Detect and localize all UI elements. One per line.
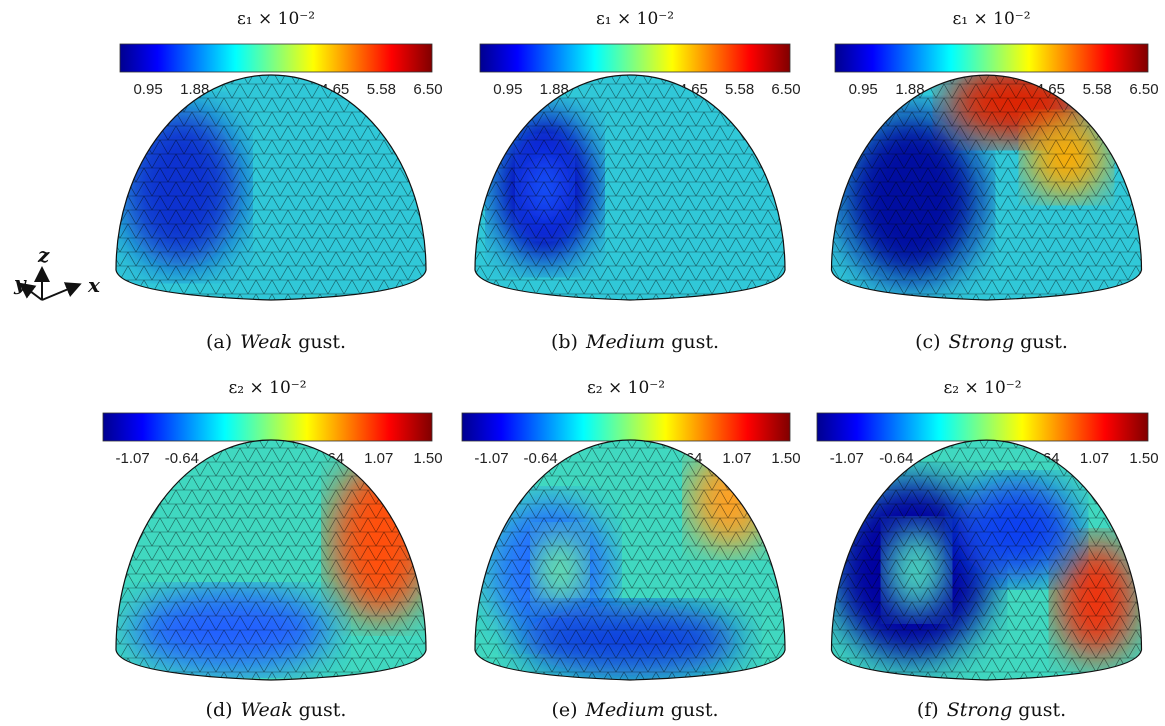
- colorbar: [461, 412, 791, 442]
- colorbar-tick-label: 1.50: [771, 450, 800, 467]
- caption-rest: gust.: [1020, 331, 1068, 353]
- mesh: [475, 75, 785, 300]
- caption: (a) Weak gust.: [206, 331, 346, 353]
- dome: [116, 75, 426, 300]
- colorbar-tick-label: 1.07: [722, 450, 751, 467]
- colorbar-title: ε₂ × 10⁻²: [943, 378, 1021, 398]
- mesh: [116, 75, 426, 300]
- colorbar-tick-label: -1.07: [830, 450, 864, 467]
- dome-edge: [830, 439, 1143, 681]
- colorbar: [834, 43, 1149, 73]
- colorbar-tick-label: 1.07: [1080, 450, 1109, 467]
- caption: (d) Weak gust.: [206, 699, 347, 721]
- colorbar-title: ε₁ × 10⁻²: [952, 9, 1030, 29]
- colorbar: [119, 43, 433, 73]
- caption-rest: gust.: [671, 331, 719, 353]
- caption-label: (e): [551, 699, 577, 721]
- caption-label: (c): [915, 331, 940, 353]
- caption-label: (a): [206, 331, 232, 353]
- caption-emphasis: Strong: [947, 699, 1013, 721]
- panel: ε₁ × 10⁻²0.951.882.803.734.655.586.50(b)…: [474, 9, 801, 353]
- panel: ε₁ × 10⁻²0.951.882.803.734.655.586.50(c)…: [830, 9, 1159, 353]
- caption: (f) Strong gust.: [917, 699, 1066, 721]
- dome: [475, 440, 785, 680]
- colorbar-tick-label: 1.88: [540, 81, 569, 98]
- caption-rest: gust.: [671, 699, 719, 721]
- caption-emphasis: Weak: [241, 699, 293, 721]
- colorbar-tick-label: 5.58: [367, 81, 396, 98]
- colorbar-title: ε₁ × 10⁻²: [237, 9, 315, 29]
- caption: (e) Medium gust.: [551, 699, 718, 721]
- colorbar-tick-label: 0.95: [133, 81, 162, 98]
- dome-edge: [474, 439, 786, 681]
- colorbar-tick-label: -1.07: [116, 450, 150, 467]
- axis-label: z: [37, 243, 50, 267]
- colorbar-tick-label: 6.50: [1129, 81, 1158, 98]
- colorbar-tick-label: 1.50: [413, 450, 442, 467]
- caption-label: (f): [917, 699, 939, 721]
- colorbar-tick-label: -0.64: [879, 450, 913, 467]
- dome: [831, 75, 1142, 300]
- colorbar-tick-label: 6.50: [413, 81, 442, 98]
- dome: [116, 440, 426, 680]
- colorbar-tick-label: 0.95: [849, 81, 878, 98]
- panel: ε₂ × 10⁻²-1.07-0.64-0.210.210.641.071.50…: [102, 378, 443, 721]
- dome: [475, 75, 785, 300]
- colorbar-tick-label: 1.88: [895, 81, 924, 98]
- dome-edge: [474, 74, 786, 301]
- axis-label: y: [13, 271, 27, 295]
- colorbar: [479, 43, 791, 73]
- colorbar-tick-label: -0.64: [523, 450, 557, 467]
- colorbar-title: ε₂ × 10⁻²: [228, 378, 306, 398]
- caption-label: (d): [206, 699, 233, 721]
- colorbar-tick-label: -0.64: [165, 450, 199, 467]
- caption-rest: gust.: [299, 699, 347, 721]
- axis-label: x: [87, 273, 101, 297]
- caption-emphasis: Strong: [949, 331, 1015, 353]
- colorbar-title: ε₁ × 10⁻²: [596, 9, 674, 29]
- panel: ε₂ × 10⁻²-1.07-0.64-0.210.210.641.071.50…: [461, 378, 801, 721]
- colorbar-tick-label: 1.88: [180, 81, 209, 98]
- colorbar-tick-label: 5.58: [1083, 81, 1112, 98]
- panel: ε₁ × 10⁻²0.951.882.803.734.655.586.50(a)…: [115, 9, 443, 353]
- dome-edge: [830, 74, 1143, 301]
- panel: ε₂ × 10⁻²-1.07-0.64-0.210.210.641.071.50…: [816, 378, 1159, 721]
- caption: (c) Strong gust.: [915, 331, 1068, 353]
- caption-emphasis: Medium: [585, 331, 665, 353]
- caption-emphasis: Weak: [240, 331, 292, 353]
- mesh: [116, 440, 426, 680]
- colorbar-tick-label: 1.50: [1129, 450, 1158, 467]
- caption-label: (b): [551, 331, 578, 353]
- colorbar-tick-label: 6.50: [771, 81, 800, 98]
- colorbar: [102, 412, 433, 442]
- colorbar: [816, 412, 1149, 442]
- mesh: [475, 440, 785, 680]
- dome: [831, 440, 1142, 680]
- colorbar-tick-label: 5.58: [725, 81, 754, 98]
- dome-edge: [115, 74, 427, 301]
- mesh: [831, 440, 1142, 680]
- colorbar-tick-label: 0.95: [493, 81, 522, 98]
- axes-triad: [18, 266, 82, 301]
- colorbar-tick-label: -1.07: [474, 450, 508, 467]
- mesh: [831, 75, 1142, 300]
- colorbar-title: ε₂ × 10⁻²: [587, 378, 665, 398]
- caption: (b) Medium gust.: [551, 331, 719, 353]
- colorbar-tick-label: 1.07: [364, 450, 393, 467]
- caption-emphasis: Medium: [585, 699, 665, 721]
- caption-rest: gust.: [298, 331, 346, 353]
- caption-rest: gust.: [1018, 699, 1066, 721]
- dome-edge: [115, 439, 427, 681]
